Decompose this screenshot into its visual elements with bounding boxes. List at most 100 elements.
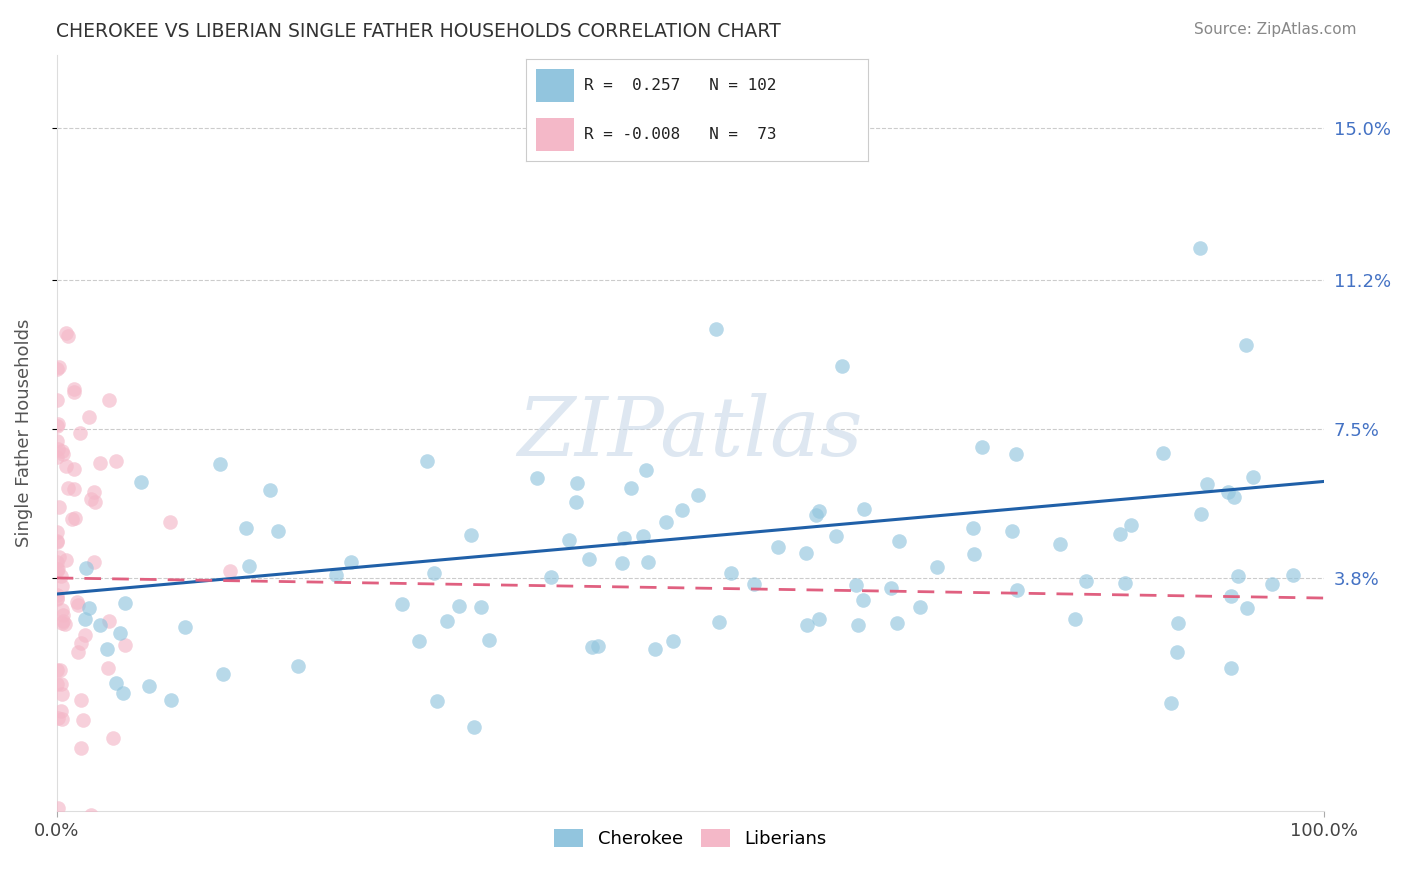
Point bbox=[98, 614, 121, 628]
Point bbox=[1219, 661, 1241, 675]
Point bbox=[98, 392, 121, 407]
Point bbox=[1216, 485, 1239, 500]
Point bbox=[266, 524, 288, 539]
Point bbox=[46, 555, 69, 569]
Point bbox=[114, 638, 136, 652]
Point bbox=[159, 515, 181, 529]
Point bbox=[824, 529, 846, 543]
Point bbox=[558, 533, 581, 547]
Point bbox=[45, 418, 67, 433]
Point bbox=[160, 693, 183, 707]
Point bbox=[880, 581, 903, 595]
Point bbox=[707, 615, 730, 629]
Point bbox=[219, 564, 242, 578]
Point bbox=[808, 612, 831, 626]
Point bbox=[52, 614, 75, 628]
Point bbox=[46, 450, 69, 465]
Point bbox=[63, 462, 86, 476]
Point bbox=[46, 393, 69, 408]
Point bbox=[45, 361, 67, 376]
Point bbox=[853, 501, 876, 516]
Point bbox=[436, 614, 458, 628]
Point bbox=[620, 482, 643, 496]
Point bbox=[53, 616, 76, 631]
Point bbox=[52, 447, 75, 461]
Point bbox=[138, 679, 160, 693]
Point bbox=[1160, 697, 1182, 711]
Point bbox=[89, 617, 111, 632]
Point bbox=[69, 636, 91, 650]
Point bbox=[63, 382, 86, 396]
Point bbox=[613, 532, 636, 546]
Point bbox=[46, 562, 69, 576]
Point bbox=[129, 475, 152, 490]
Point bbox=[972, 440, 994, 454]
Point bbox=[46, 533, 69, 548]
Text: CHEROKEE VS LIBERIAN SINGLE FATHER HOUSEHOLDS CORRELATION CHART: CHEROKEE VS LIBERIAN SINGLE FATHER HOUSE… bbox=[56, 22, 780, 41]
Point bbox=[447, 599, 470, 614]
Point bbox=[45, 562, 67, 576]
Point bbox=[49, 663, 72, 677]
Point bbox=[45, 591, 67, 606]
Point bbox=[97, 661, 120, 675]
Point bbox=[46, 801, 69, 815]
Point bbox=[671, 503, 693, 517]
Point bbox=[655, 515, 678, 529]
Point bbox=[108, 625, 131, 640]
Point bbox=[391, 597, 413, 611]
Point bbox=[46, 588, 69, 602]
Point bbox=[586, 639, 609, 653]
Point bbox=[1166, 645, 1188, 659]
Point bbox=[578, 552, 600, 566]
Point bbox=[796, 617, 818, 632]
Y-axis label: Single Father Households: Single Father Households bbox=[15, 319, 32, 548]
Point bbox=[69, 425, 91, 440]
Point bbox=[478, 633, 501, 648]
Point bbox=[742, 577, 765, 591]
Point bbox=[235, 521, 257, 535]
Point bbox=[48, 500, 70, 514]
Point bbox=[1114, 575, 1136, 590]
Point bbox=[56, 328, 79, 343]
Point bbox=[325, 568, 347, 582]
Point bbox=[45, 525, 67, 540]
Point bbox=[75, 627, 97, 641]
Point bbox=[51, 687, 73, 701]
Point bbox=[101, 731, 124, 745]
Point bbox=[804, 508, 827, 522]
Point bbox=[209, 457, 232, 471]
Point bbox=[45, 564, 67, 578]
Point bbox=[62, 482, 84, 496]
Point bbox=[565, 495, 588, 509]
Point bbox=[581, 640, 603, 654]
Point bbox=[470, 600, 492, 615]
Point bbox=[51, 444, 73, 458]
Point bbox=[46, 663, 69, 677]
Point bbox=[67, 645, 90, 659]
Text: Source: ZipAtlas.com: Source: ZipAtlas.com bbox=[1194, 22, 1357, 37]
Point bbox=[845, 578, 868, 592]
Point bbox=[49, 704, 72, 718]
Point bbox=[70, 741, 93, 756]
Point bbox=[633, 529, 655, 543]
Point bbox=[1005, 447, 1028, 461]
Point bbox=[1234, 337, 1257, 351]
Point bbox=[55, 553, 77, 567]
Point bbox=[77, 410, 100, 425]
Point bbox=[1001, 524, 1024, 538]
Point bbox=[83, 484, 105, 499]
Point bbox=[56, 481, 79, 495]
Point bbox=[72, 713, 94, 727]
Point bbox=[48, 549, 70, 564]
Point bbox=[768, 541, 790, 555]
Point bbox=[80, 491, 103, 506]
Point bbox=[460, 528, 482, 542]
Point bbox=[1074, 574, 1097, 588]
Point bbox=[1188, 241, 1211, 255]
Point bbox=[89, 456, 111, 470]
Point bbox=[962, 521, 984, 535]
Point bbox=[1121, 518, 1143, 533]
Point bbox=[634, 463, 657, 477]
Point bbox=[688, 488, 710, 502]
Point bbox=[259, 483, 281, 497]
